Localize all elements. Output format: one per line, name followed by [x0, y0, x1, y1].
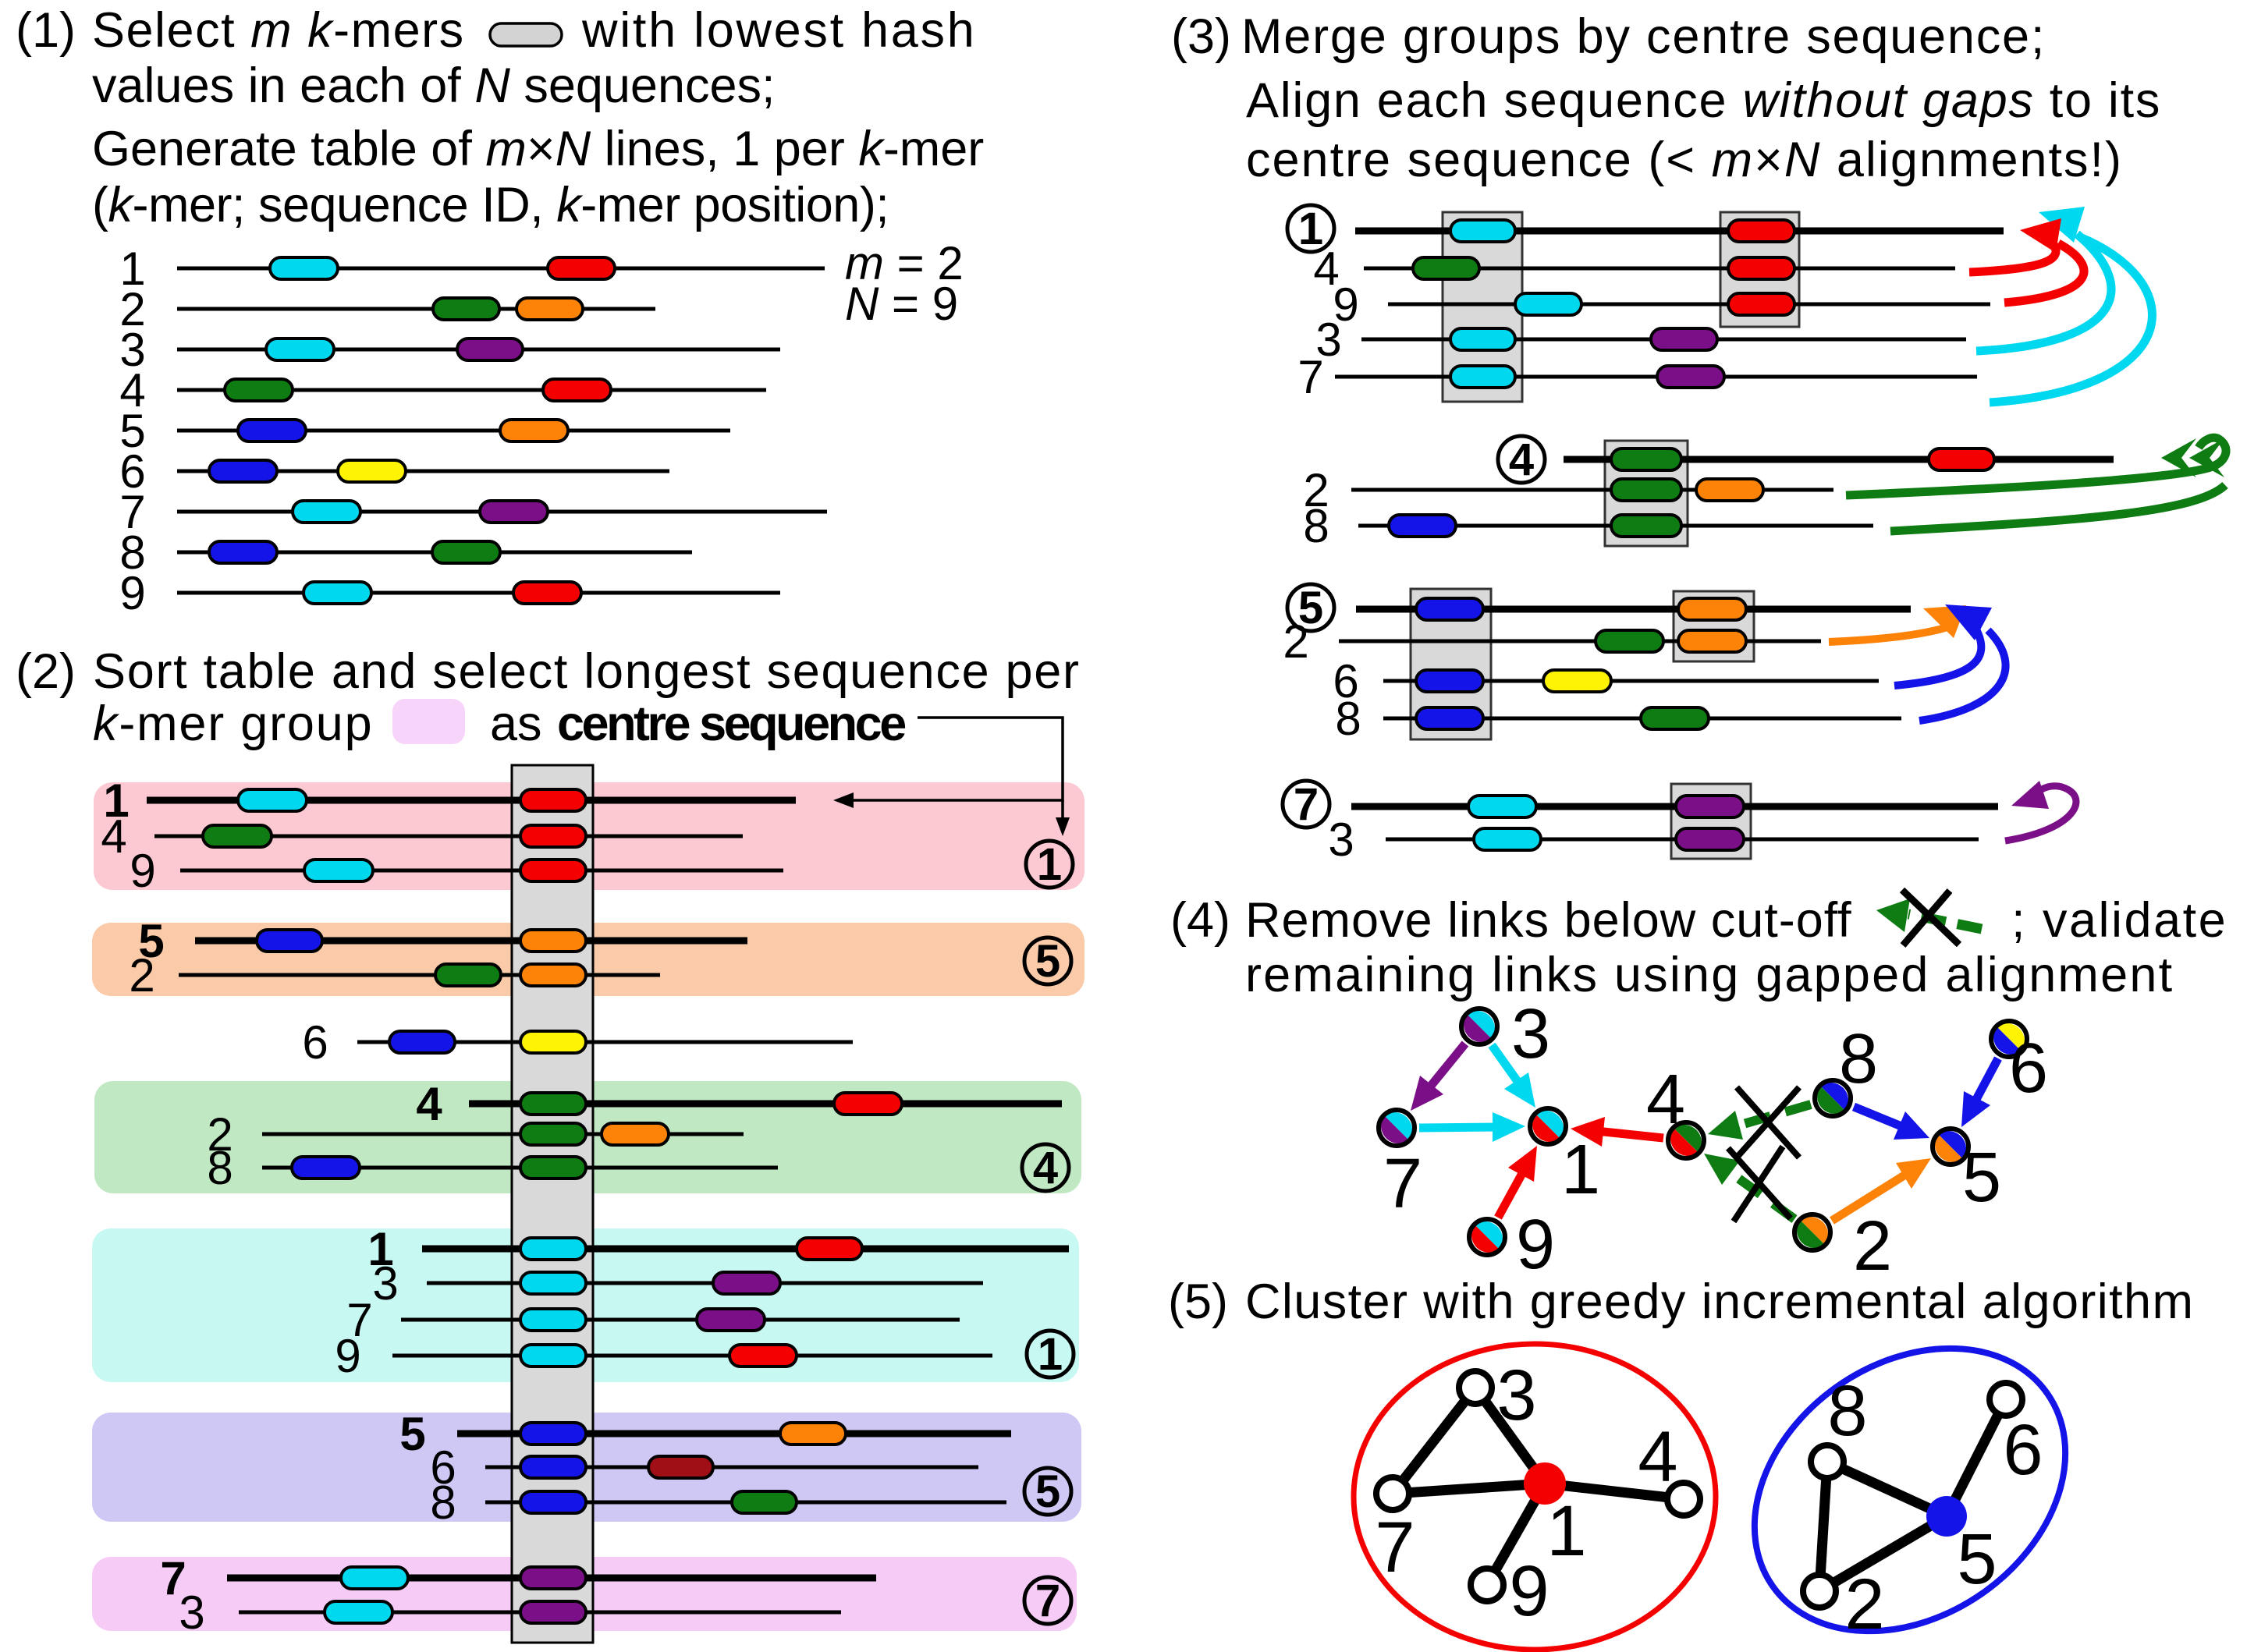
svg-text:4: 4 — [119, 364, 145, 417]
svg-text:8: 8 — [1303, 500, 1329, 552]
svg-text:2: 2 — [1283, 615, 1308, 668]
svg-text:7: 7 — [160, 1552, 186, 1604]
svg-text:9: 9 — [335, 1330, 360, 1382]
svg-text:8: 8 — [119, 526, 145, 579]
svg-text:5: 5 — [1298, 583, 1323, 633]
svg-text:1: 1 — [119, 243, 145, 295]
svg-text:1: 1 — [1546, 1491, 1586, 1571]
svg-text:6: 6 — [2009, 1030, 2048, 1108]
svg-text:9: 9 — [1333, 278, 1358, 331]
svg-text:7: 7 — [1383, 1145, 1422, 1223]
svg-text:centre sequence: centre sequence — [557, 697, 905, 751]
svg-text:m = 2: m = 2 — [845, 237, 964, 289]
svg-text:5: 5 — [1957, 1519, 1997, 1599]
svg-text:7: 7 — [1294, 779, 1319, 830]
svg-text:Remove links below cut-off: Remove links below cut-off — [1245, 893, 1852, 948]
svg-text:(1): (1) — [16, 3, 76, 58]
svg-text:remaining links using gapped a: remaining links using gapped alignment — [1245, 948, 2174, 1002]
svg-text:9: 9 — [130, 845, 155, 897]
svg-text:(4): (4) — [1170, 893, 1230, 948]
svg-text:8: 8 — [207, 1142, 233, 1194]
svg-text:N = 9: N = 9 — [845, 278, 958, 330]
svg-text:5: 5 — [1035, 1466, 1060, 1517]
svg-text:5: 5 — [1035, 936, 1060, 987]
svg-text:2: 2 — [1844, 1565, 1884, 1644]
svg-text:5: 5 — [119, 405, 145, 457]
svg-text:(2): (2) — [16, 644, 76, 699]
svg-text:8: 8 — [1839, 1020, 1878, 1098]
svg-text:9: 9 — [119, 567, 145, 619]
svg-text:values in each of N sequences;: values in each of N sequences; — [92, 58, 776, 113]
svg-text:1: 1 — [367, 1223, 393, 1275]
svg-text:7: 7 — [1375, 1508, 1415, 1587]
svg-text:2: 2 — [1303, 464, 1329, 516]
svg-text:1: 1 — [1037, 839, 1062, 890]
svg-text:centre sequence (< m×N alignme: centre sequence (< m×N alignments!) — [1246, 133, 2123, 187]
svg-text:Cluster with greedy incrementa: Cluster with greedy incremental algorith… — [1245, 1274, 2194, 1329]
svg-text:8: 8 — [1335, 693, 1361, 745]
svg-text:3: 3 — [1328, 814, 1354, 866]
svg-text:6: 6 — [302, 1016, 328, 1069]
svg-text:2: 2 — [129, 949, 154, 1001]
svg-text:8: 8 — [430, 1477, 456, 1529]
svg-text:Sort table and select longest: Sort table and select longest sequence p… — [93, 644, 1081, 699]
svg-text:(5): (5) — [1168, 1274, 1228, 1329]
svg-text:with lowest hash: with lowest hash — [581, 3, 976, 58]
svg-text:4: 4 — [1646, 1061, 1685, 1139]
svg-text:5: 5 — [399, 1408, 425, 1460]
svg-text:4: 4 — [1509, 434, 1534, 485]
svg-text:5: 5 — [1962, 1139, 2001, 1217]
svg-text:; validate: ; validate — [2011, 893, 2227, 948]
svg-text:3: 3 — [119, 324, 145, 376]
svg-text:3: 3 — [372, 1257, 398, 1310]
svg-text:2: 2 — [207, 1108, 233, 1161]
svg-text:1: 1 — [103, 775, 129, 827]
svg-text:5: 5 — [138, 915, 164, 967]
svg-text:8: 8 — [1827, 1371, 1867, 1451]
svg-text:Merge groups by centre sequenc: Merge groups by centre sequence; — [1241, 9, 2046, 64]
svg-text:4: 4 — [101, 810, 126, 863]
svg-text:6: 6 — [119, 445, 145, 498]
svg-text:7: 7 — [346, 1294, 372, 1346]
svg-text:1: 1 — [1298, 204, 1323, 254]
svg-text:3: 3 — [1511, 995, 1550, 1073]
svg-text:4: 4 — [1638, 1417, 1677, 1497]
svg-text:7: 7 — [1035, 1576, 1060, 1626]
svg-text:k-mer group: k-mer group — [93, 697, 373, 751]
svg-text:as: as — [490, 697, 542, 751]
svg-text:6: 6 — [430, 1441, 456, 1494]
svg-text:1: 1 — [1561, 1131, 1600, 1209]
svg-text:3: 3 — [1315, 314, 1341, 366]
svg-text:1: 1 — [1038, 1329, 1063, 1380]
svg-text:7: 7 — [1297, 351, 1323, 403]
svg-text:(k-mer; sequence ID, k-mer pos: (k-mer; sequence ID, k-mer position); — [92, 178, 889, 232]
svg-text:Select m k-mers: Select m k-mers — [92, 3, 465, 58]
svg-text:9: 9 — [1516, 1206, 1555, 1284]
svg-text:6: 6 — [1333, 655, 1358, 707]
svg-text:Align each sequence without ga: Align each sequence without gaps to its — [1246, 73, 2161, 128]
svg-text:4: 4 — [1313, 243, 1339, 295]
svg-text:2: 2 — [119, 283, 145, 335]
svg-text:Generate table of m×N lines, 1: Generate table of m×N lines, 1 per k-mer — [92, 122, 984, 176]
svg-text:4: 4 — [416, 1078, 442, 1130]
svg-text:4: 4 — [1033, 1143, 1058, 1193]
svg-text:7: 7 — [119, 486, 145, 538]
svg-text:(3): (3) — [1171, 9, 1231, 64]
svg-text:3: 3 — [179, 1586, 204, 1639]
svg-text:3: 3 — [1496, 1356, 1536, 1435]
svg-text:9: 9 — [1509, 1551, 1549, 1631]
svg-text:2: 2 — [1853, 1207, 1892, 1285]
svg-text:6: 6 — [2003, 1410, 2043, 1490]
